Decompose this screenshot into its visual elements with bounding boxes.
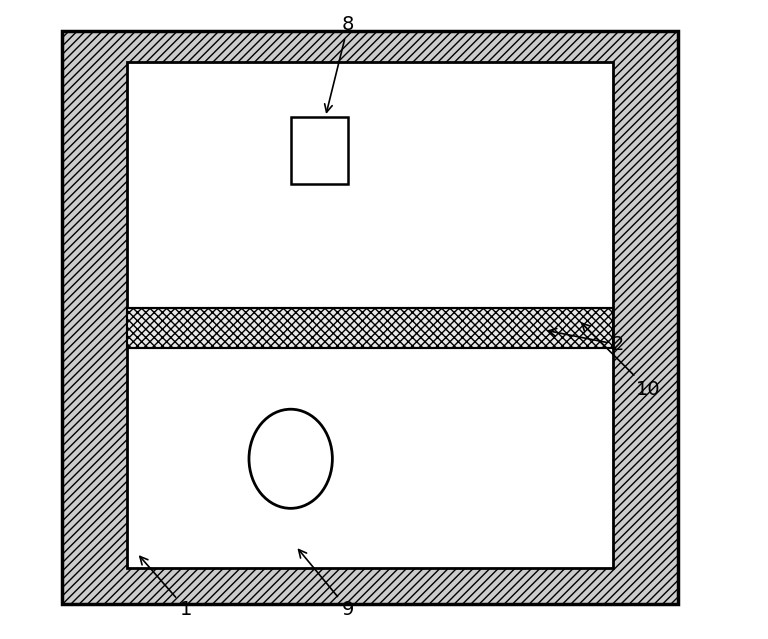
Text: 2: 2 [548, 328, 624, 354]
Bar [127, 308, 614, 348]
Bar [290, 117, 348, 184]
Text: 10: 10 [582, 323, 660, 399]
Text: 1: 1 [140, 557, 193, 619]
Bar [62, 31, 678, 603]
Bar [127, 62, 614, 568]
Text: 8: 8 [325, 15, 355, 112]
Text: 9: 9 [299, 550, 355, 619]
